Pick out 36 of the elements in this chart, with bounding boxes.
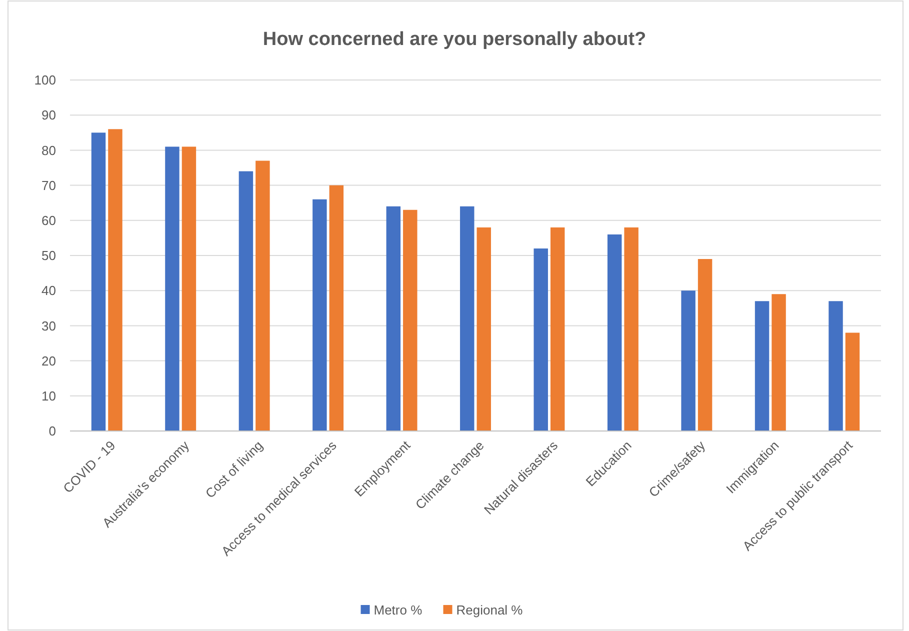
chart-title: How concerned are you personally about? [262,29,646,50]
bar [91,132,106,431]
bar [828,301,843,431]
y-tick-label: 30 [42,318,56,334]
y-tick-label: 0 [48,424,56,439]
bar [754,301,770,431]
bar [772,294,786,431]
y-tick-label: 40 [42,283,56,298]
bar [108,129,122,431]
y-tick-label: 70 [42,178,56,193]
y-tick-label: 90 [42,108,56,123]
bar [329,185,344,431]
bar [476,227,491,431]
bar [607,234,622,431]
bar [550,227,565,431]
y-tick-label: 20 [42,353,56,368]
bar [624,227,638,431]
bar [182,146,196,431]
bar [845,332,860,431]
y-tick-label: 80 [42,142,56,158]
bar [403,210,418,431]
bar [312,199,327,431]
y-tick-label: 60 [42,212,56,228]
legend-label: Metro % [374,602,423,618]
bar [698,259,712,431]
bar [534,248,548,431]
legend-label: Regional % [456,602,524,618]
bar [681,290,696,431]
bar [238,171,254,431]
bar [165,146,180,431]
bar [460,206,474,431]
bar [256,160,270,431]
bar [386,206,401,431]
y-tick-label: 100 [34,72,56,88]
y-tick-label: 50 [42,248,56,264]
y-tick-label: 10 [42,388,56,404]
